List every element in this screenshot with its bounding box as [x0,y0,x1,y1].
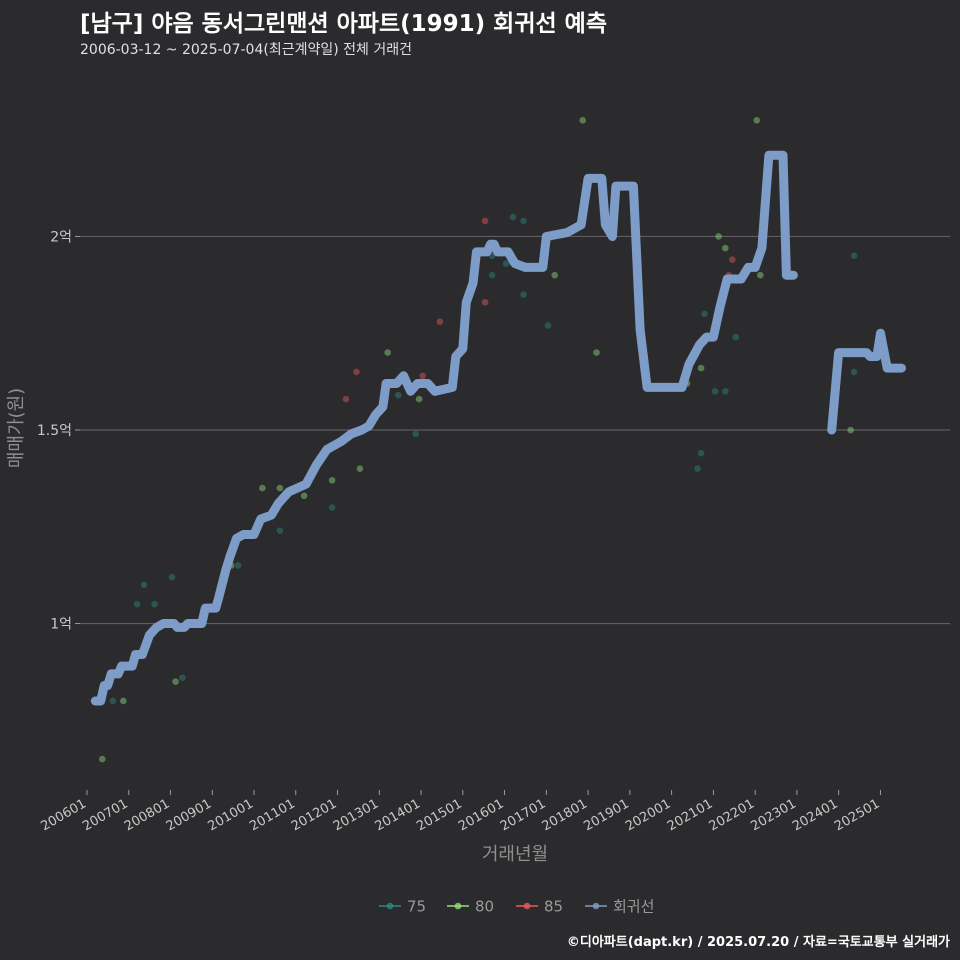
legend-label: 회귀선 [613,898,654,916]
data-point-75 [394,391,402,399]
data-point-80 [120,697,127,705]
data-point-75 [711,387,719,395]
x-tick-label: 201401 [373,796,423,834]
data-point-75 [850,368,858,376]
data-point-75 [109,697,117,705]
data-point-75 [502,260,510,267]
data-point-85 [728,256,736,263]
data-point-80 [847,426,854,434]
legend-label: 80 [475,898,494,916]
data-point-85 [481,298,489,306]
data-point-85 [419,372,426,380]
y-tick-label: 1억 [50,617,72,633]
x-tick-label: 201901 [581,796,631,834]
scatter-points [98,117,858,763]
data-point-80 [753,117,761,124]
x-axis-title: 거래년월 [482,844,548,865]
x-tick-label: 201001 [206,796,256,834]
x-tick-label: 202001 [623,796,673,834]
x-tick-label: 200601 [38,796,88,834]
data-point-80 [172,678,179,685]
data-point-75 [520,217,527,225]
x-tick-label: 201201 [289,796,339,834]
x-tick-label: 200901 [164,796,214,834]
data-point-75 [179,674,186,682]
data-point-80 [328,477,336,484]
x-tick-label: 201601 [456,796,506,834]
x-tick-label: 201801 [540,796,590,834]
x-tick-label: 201501 [414,796,464,834]
data-point-75 [276,527,284,534]
data-point-80 [384,349,391,356]
data-point-75 [151,600,158,608]
y-axis-title: 매매가(원) [6,388,27,468]
data-point-80 [593,349,600,356]
chart-title: [남구] 야음 동서그린맨션 아파트(1991) 회귀선 예측 [80,11,607,37]
data-point-75 [412,430,419,438]
x-tick-labels: 2006012007012008012009012010012011012012… [38,790,882,834]
data-point-80 [276,484,284,492]
y-tick-label: 1.5억 [37,423,72,439]
data-point-85 [481,217,489,225]
x-tick-label: 202301 [748,796,798,834]
data-point-75 [168,573,176,581]
data-point-75 [133,600,141,608]
data-point-80 [722,244,729,252]
x-tick-label: 202401 [790,796,840,834]
data-point-75 [509,213,517,221]
legend-marker [386,902,394,910]
x-tick-label: 202201 [707,796,757,834]
data-point-80 [300,492,308,500]
data-point-75 [488,271,496,279]
x-tick-label: 201701 [498,796,548,834]
x-tick-label: 202501 [832,796,882,834]
data-point-80 [259,484,266,492]
x-tick-label: 201101 [247,796,297,834]
regression-segment [827,328,906,435]
regression-segment [90,150,798,706]
x-tick-label: 202101 [665,796,715,834]
legend-marker [592,902,600,910]
x-tick-label: 200801 [122,796,172,834]
chart-subtitle: 2006-03-12 ~ 2025-07-04(최근계약일) 전체 거래건 [80,42,412,58]
legend-label: 85 [544,898,563,916]
data-point-75 [694,465,701,473]
data-point-80 [715,233,722,240]
y-tick-labels: 1억 1.5억 2억 [37,229,80,633]
source-caption: ©디아파트(dapt.kr) / 2025.07.20 / 자료=국토교통부 실… [566,935,950,950]
data-point-75 [544,322,552,329]
grid-lines [80,235,950,625]
data-point-80 [757,271,764,279]
legend-marker [454,902,462,910]
data-point-75 [850,252,858,260]
data-point-75 [234,562,242,569]
legend: 75 80 85 회귀선 [379,898,654,916]
data-point-80 [98,755,106,763]
data-point-85 [342,395,350,403]
data-point-75 [697,449,705,457]
data-point-85 [353,368,360,376]
data-point-80 [697,364,705,372]
y-tick-label: 2억 [50,229,72,245]
x-tick-label: 201301 [331,796,381,834]
legend-label: 75 [407,898,426,916]
data-point-75 [732,333,740,341]
data-point-80 [415,395,423,403]
legend-marker [523,902,531,910]
x-tick-label: 200701 [80,796,130,834]
data-point-75 [140,581,148,589]
data-point-80 [356,465,364,473]
regression-line [90,150,906,706]
data-point-80 [579,117,587,124]
data-point-85 [436,318,444,325]
data-point-80 [551,271,559,279]
data-point-75 [520,291,527,298]
data-point-75 [701,310,708,318]
data-point-75 [722,387,729,395]
data-point-75 [328,504,336,511]
